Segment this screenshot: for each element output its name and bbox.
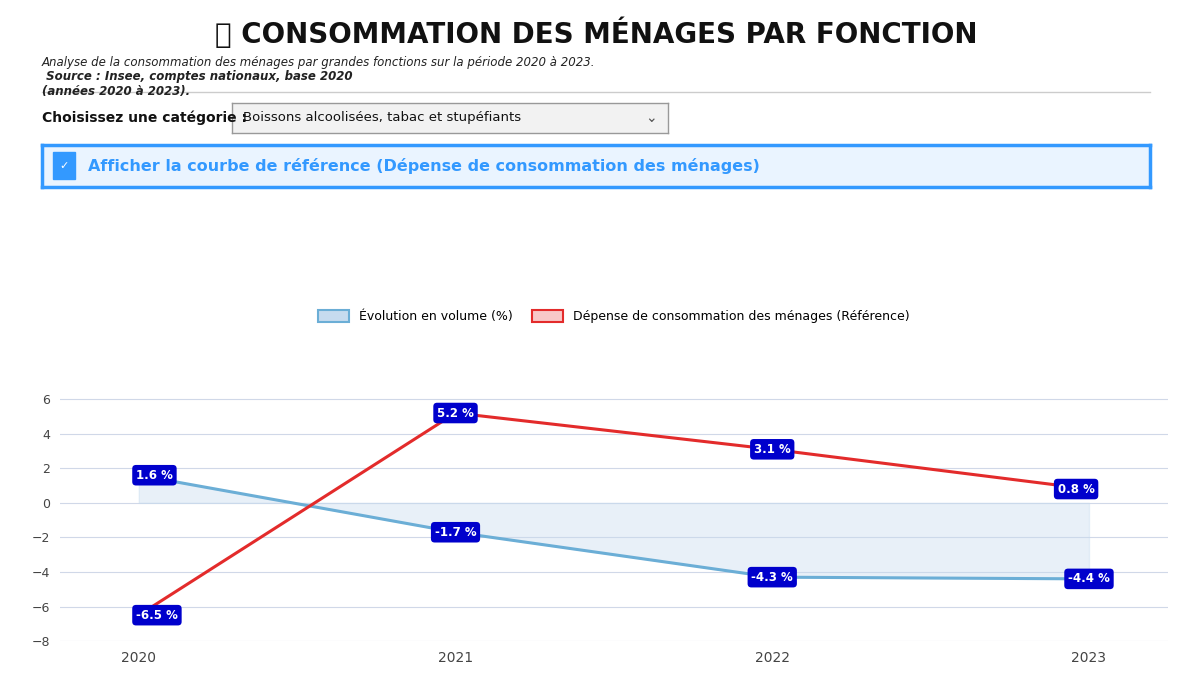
Text: 1.6 %: 1.6 % bbox=[136, 469, 173, 481]
Text: -1.7 %: -1.7 % bbox=[435, 526, 477, 539]
Text: Source : Insee, comptes nationaux, base 2020
(années 2020 à 2023).: Source : Insee, comptes nationaux, base … bbox=[42, 70, 352, 98]
Text: ⌄: ⌄ bbox=[645, 111, 657, 125]
Text: 0.8 %: 0.8 % bbox=[1057, 483, 1094, 496]
FancyBboxPatch shape bbox=[52, 152, 75, 179]
Text: -4.3 %: -4.3 % bbox=[751, 571, 793, 584]
Text: Boissons alcoolisées, tabac et stupéfiants: Boissons alcoolisées, tabac et stupéfian… bbox=[243, 111, 521, 125]
Legend: Évolution en volume (%), Dépense de consommation des ménages (Référence): Évolution en volume (%), Dépense de cons… bbox=[313, 306, 914, 328]
Text: Analyse de la consommation des ménages par grandes fonctions sur la période 2020: Analyse de la consommation des ménages p… bbox=[42, 56, 595, 69]
Text: Afficher la courbe de référence (Dépense de consommation des ménages): Afficher la courbe de référence (Dépense… bbox=[88, 158, 760, 174]
Text: Choisissez une catégorie :: Choisissez une catégorie : bbox=[42, 110, 247, 125]
Text: -6.5 %: -6.5 % bbox=[136, 608, 178, 622]
Text: ✓: ✓ bbox=[60, 161, 69, 170]
Text: -4.4 %: -4.4 % bbox=[1068, 572, 1110, 585]
Text: 5.2 %: 5.2 % bbox=[437, 406, 474, 419]
Text: ⌕ CONSOMMATION DES MÉNAGES PAR FONCTION: ⌕ CONSOMMATION DES MÉNAGES PAR FONCTION bbox=[215, 17, 977, 48]
Text: 3.1 %: 3.1 % bbox=[753, 443, 790, 456]
